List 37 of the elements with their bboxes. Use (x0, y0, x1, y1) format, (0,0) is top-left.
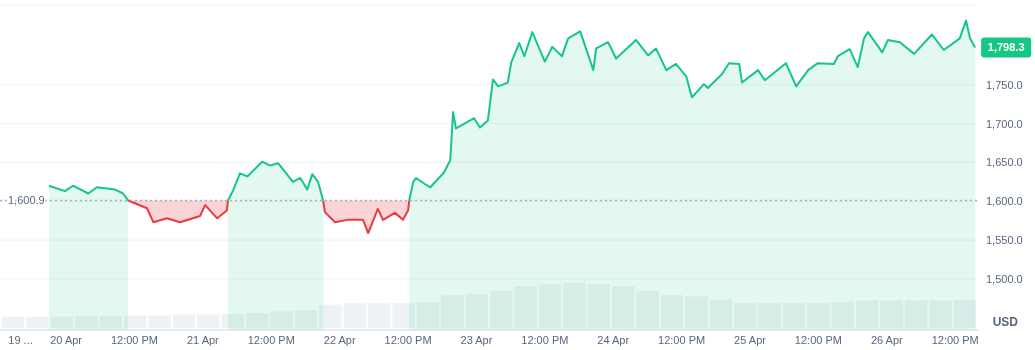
y-tick-label: 1,500.0 (986, 272, 1023, 285)
text: USD (992, 315, 1019, 329)
x-tick-label: 22 Apr (323, 334, 356, 346)
x-tick-label: 25 Apr (734, 334, 767, 346)
bar (1, 316, 25, 328)
bar (953, 299, 977, 328)
x-tick-label: 12:00 PM (247, 334, 295, 346)
x-tick-label: 26 Apr (870, 334, 904, 346)
y-tick-label: 1,750.0 (986, 78, 1023, 91)
x-tick-label: 12:00 PM (794, 334, 842, 346)
bar (221, 314, 245, 328)
y-tick-label: 1,650.0 (986, 156, 1023, 169)
x-tick-label: 12:00 PM (658, 334, 706, 346)
bar (319, 304, 342, 328)
bar (392, 303, 415, 328)
bar (50, 316, 74, 328)
y-tick-label: 1,700.0 (986, 117, 1023, 130)
y-tick-label: 1,550.0 (986, 233, 1023, 246)
x-tick-label: 12:00 PM (110, 334, 159, 346)
x-tick-label: 20 Apr (50, 334, 83, 346)
x-tick-label: 24 Apr (597, 334, 630, 346)
bar (26, 316, 49, 328)
bar (123, 315, 147, 328)
bar (367, 303, 391, 328)
x-tick-label: 19 ... (8, 334, 33, 346)
annotation: 1,798.3 (987, 41, 1025, 54)
x-tick-label: 12:00 PM (931, 334, 979, 346)
bar (197, 314, 220, 328)
x-tick-label: 21 Apr (186, 334, 220, 346)
bar (148, 315, 171, 328)
bar (343, 303, 367, 328)
bar (172, 314, 196, 328)
y-tick-label: 1,600.0 (986, 195, 1023, 208)
x-tick-label: 12:00 PM (384, 334, 432, 346)
ref-line-label: 1,600.9 (8, 194, 45, 207)
x-tick-label: 12:00 PM (521, 334, 569, 346)
x-tick-label: 23 Apr (460, 334, 493, 346)
